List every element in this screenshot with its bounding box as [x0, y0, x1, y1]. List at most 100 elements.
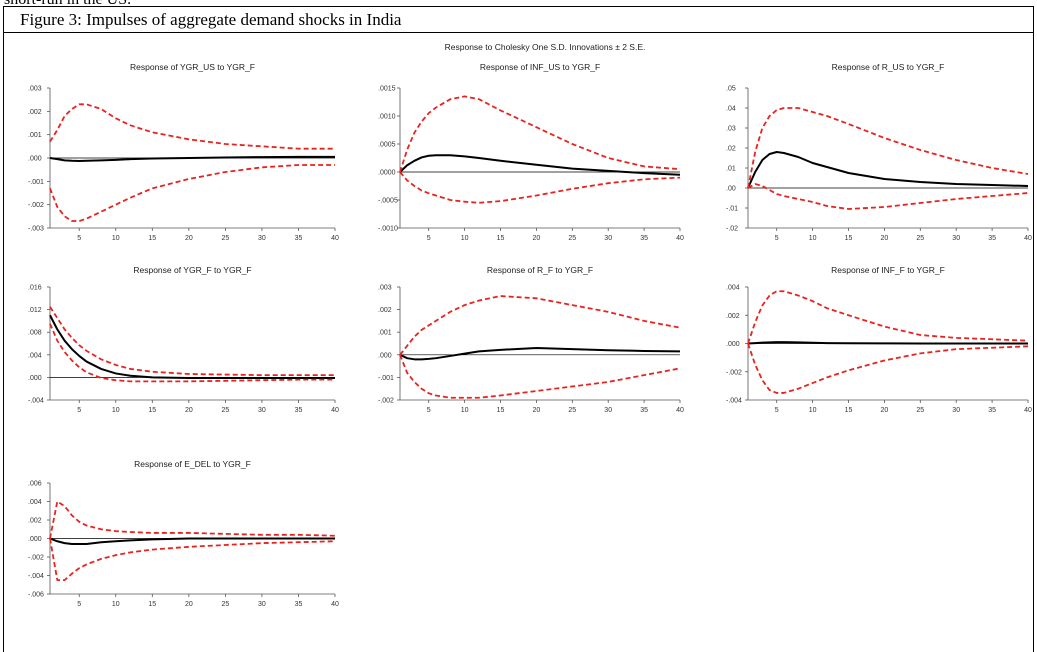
x-tick-label: 5 [427, 235, 431, 242]
x-tick-label: 20 [881, 407, 889, 414]
panel-title: Response of E_DEL to YGR_F [134, 459, 251, 469]
response-line [399, 154, 681, 176]
band-line [49, 164, 335, 222]
x-tick-label: 5 [77, 601, 81, 608]
y-tick-label: -.02 [726, 226, 738, 233]
x-tick-label: 10 [809, 235, 817, 242]
x-tick-label: 35 [295, 407, 303, 414]
y-tick-label: .000 [726, 341, 740, 348]
x-tick-label: 15 [845, 407, 853, 414]
panel-title: Response of YGR_F to YGR_F [133, 265, 251, 275]
y-tick-label: .004 [28, 352, 42, 359]
y-tick-label: .006 [28, 481, 42, 488]
x-tick-label: 15 [497, 235, 505, 242]
panel-title: Response of YGR_US to YGR_F [130, 62, 255, 72]
y-tick-label: .0010 [378, 114, 396, 121]
y-tick-label: .0000 [378, 170, 396, 177]
y-tick-label: -.001 [378, 375, 394, 382]
y-tick-label: .00 [726, 186, 736, 193]
x-tick-label: 40 [1024, 407, 1032, 414]
y-tick-label: .008 [28, 330, 42, 337]
y-tick-label: .012 [28, 307, 42, 314]
x-tick-label: 30 [258, 235, 266, 242]
y-tick-label: -.0010 [378, 226, 398, 233]
band-line [747, 107, 1029, 189]
x-tick-label: 20 [881, 235, 889, 242]
y-tick-label: -.003 [28, 226, 44, 233]
band-line [399, 354, 681, 399]
figure-title: Response to Cholesky One S.D. Innovation… [445, 42, 646, 52]
y-tick-label: .01 [726, 166, 736, 173]
y-tick-label: .001 [28, 132, 42, 139]
x-tick-label: 20 [185, 235, 193, 242]
y-tick-label: .000 [28, 156, 42, 163]
x-tick-label: 25 [221, 407, 229, 414]
y-tick-label: .004 [28, 499, 42, 506]
y-tick-label: .04 [726, 106, 736, 113]
y-tick-label: .003 [28, 86, 42, 93]
page-text: short-run in the US. [4, 0, 131, 8]
band-line [49, 538, 336, 582]
x-tick-label: 10 [112, 601, 120, 608]
y-tick-label: .0015 [378, 86, 396, 93]
panel-title: Response of INF_F to YGR_F [831, 265, 945, 275]
x-tick-label: 30 [258, 601, 266, 608]
y-tick-label: .03 [726, 126, 736, 133]
x-tick-label: 10 [112, 407, 120, 414]
y-tick-label: .016 [28, 285, 42, 292]
x-tick-label: 20 [185, 407, 193, 414]
band-line [49, 306, 335, 377]
y-tick-label: .000 [28, 375, 42, 382]
y-tick-label: -.006 [28, 592, 44, 599]
x-tick-label: 40 [676, 235, 684, 242]
x-tick-label: 30 [258, 407, 266, 414]
x-tick-label: 20 [185, 601, 193, 608]
x-tick-label: 25 [916, 235, 924, 242]
x-tick-label: 10 [461, 407, 469, 414]
y-tick-label: .002 [726, 313, 740, 320]
x-tick-label: 5 [775, 407, 779, 414]
band-line [747, 290, 1029, 344]
x-tick-label: 20 [533, 407, 541, 414]
x-tick-label: 30 [604, 407, 612, 414]
x-tick-label: 15 [148, 235, 156, 242]
x-tick-label: 10 [461, 235, 469, 242]
panel-title: Response of INF_US to YGR_F [480, 62, 600, 72]
response-line [747, 341, 1028, 345]
y-tick-label: .002 [378, 307, 392, 314]
response-line [399, 347, 681, 361]
y-tick-label: -.0005 [378, 198, 398, 205]
y-tick-label: -.004 [28, 398, 44, 405]
x-tick-label: 25 [568, 235, 576, 242]
band-line [49, 500, 336, 539]
x-tick-label: 40 [331, 235, 339, 242]
x-tick-label: 35 [988, 235, 996, 242]
x-tick-label: 40 [1024, 235, 1032, 242]
x-tick-label: 35 [640, 235, 648, 242]
response-line [747, 151, 1029, 189]
x-tick-label: 10 [809, 407, 817, 414]
y-tick-label: .02 [726, 146, 736, 153]
y-tick-label: .000 [378, 352, 392, 359]
panel-title: Response of R_US to YGR_F [832, 62, 945, 72]
x-tick-label: 25 [221, 235, 229, 242]
x-tick-label: 20 [533, 235, 541, 242]
y-tick-label: -.002 [726, 369, 742, 376]
x-tick-label: 35 [988, 407, 996, 414]
y-tick-label: -.002 [28, 202, 44, 209]
band-line [747, 343, 1029, 394]
x-tick-label: 30 [604, 235, 612, 242]
x-tick-label: 35 [295, 601, 303, 608]
x-tick-label: 5 [77, 235, 81, 242]
x-tick-label: 15 [148, 601, 156, 608]
y-tick-label: -.002 [378, 398, 394, 405]
x-tick-label: 15 [845, 235, 853, 242]
x-tick-label: 35 [640, 407, 648, 414]
y-tick-label: .004 [726, 285, 740, 292]
band-line [399, 171, 681, 204]
x-tick-label: 25 [221, 601, 229, 608]
y-tick-label: -.01 [726, 206, 738, 213]
figure-frame [3, 6, 1034, 652]
x-tick-label: 35 [295, 235, 303, 242]
y-tick-label: -.002 [28, 555, 44, 562]
